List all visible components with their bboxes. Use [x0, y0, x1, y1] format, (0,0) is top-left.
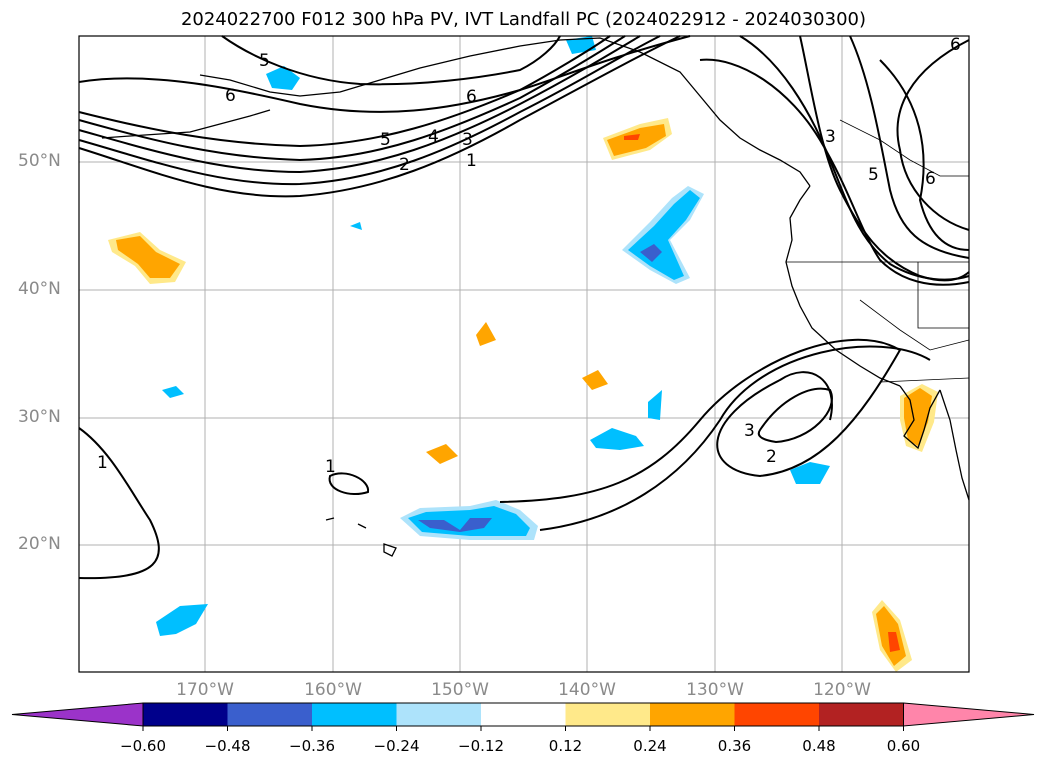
colorbar-extend-max: [903, 702, 1035, 727]
colorbar-cell: [312, 703, 397, 726]
negative-anomaly: [266, 66, 300, 90]
contour-label: 3: [462, 130, 473, 150]
pv-contour: [328, 472, 370, 495]
contour-label: 1: [97, 453, 108, 473]
borders: [786, 119, 970, 383]
colorbar-tick-label: −0.48: [204, 737, 251, 755]
lon-label: 140°W: [558, 680, 616, 700]
positive-anomaly: [888, 632, 900, 652]
pv-contour: [499, 338, 902, 503]
colorbar-cell: [565, 703, 650, 726]
map-frame: [78, 35, 970, 673]
pv-contour: [757, 387, 833, 444]
colorbar-tick-label: 0.60: [886, 737, 921, 755]
contour-label: 6: [950, 35, 961, 55]
pv-contour: [78, 35, 641, 174]
colorbar-tick-label: −0.24: [373, 737, 420, 755]
colorbar-tick-label: 0.12: [548, 737, 583, 755]
colorbar-tick-label: 0.48: [802, 737, 836, 755]
pv-contour: [849, 35, 970, 259]
negative-anomaly: [156, 604, 208, 636]
negative-anomaly: [590, 428, 644, 450]
lat-label: 30°N: [18, 407, 61, 427]
negative-anomaly: [648, 390, 662, 420]
contour-label: 6: [225, 86, 236, 106]
negative-anomaly: [640, 244, 662, 262]
positive-anomaly: [116, 236, 180, 278]
colorbar-tick-label: 0.24: [633, 737, 667, 755]
gridlines: [79, 36, 969, 672]
colorbar-cell: [143, 703, 228, 726]
contour-label-group: 5 6 6 5 4 3 2 1 3 5 6 3 2 1 1 6: [97, 35, 961, 477]
pv-contour: [78, 35, 661, 186]
colorbar-cell: [819, 703, 904, 726]
colorbar-cells: [11, 702, 1035, 727]
negative-anomaly: [418, 518, 492, 532]
lon-label: 150°W: [431, 680, 489, 700]
colorbar-cell: [734, 703, 819, 726]
contour-label: 3: [744, 421, 755, 441]
colorbar-cell: [227, 703, 312, 726]
contour-label: 1: [466, 151, 477, 171]
lon-label: 130°W: [686, 680, 744, 700]
pv-contour: [799, 35, 970, 282]
colorbar-tick-label: −0.60: [120, 737, 166, 755]
contour-label: 5: [259, 51, 270, 71]
alaska-coast: [199, 37, 811, 187]
pv-contour: [78, 427, 160, 580]
contour-label: 6: [925, 169, 936, 189]
lon-label: 170°W: [176, 680, 234, 700]
colorbar-cell: [396, 703, 481, 726]
contour-label: 6: [466, 87, 477, 107]
pv-contour: [78, 35, 611, 148]
lon-label: 160°W: [304, 680, 362, 700]
contour-label: 1: [325, 457, 336, 477]
positive-anomaly: [476, 322, 496, 346]
map-title: 2024022700 F012 300 hPa PV, IVT Landfall…: [180, 9, 867, 30]
colorbar-cell: [481, 703, 566, 726]
lat-label: 20°N: [18, 534, 61, 554]
positive-anomaly: [624, 134, 640, 140]
contour-label: 2: [399, 155, 410, 175]
coastlines: [101, 37, 970, 557]
contour-label: 4: [428, 127, 439, 147]
hawaii: [325, 517, 397, 557]
colorbar-tick-label: −0.12: [458, 737, 504, 755]
pv-contours: [78, 35, 970, 580]
pv-contour: [78, 35, 691, 113]
colorbar-tick-label: 0.36: [717, 737, 752, 755]
pv-contour: [896, 39, 970, 231]
positive-anomaly: [426, 444, 458, 464]
colorbar-tick-marks: [142, 726, 904, 731]
colorbar-extend-min: [11, 702, 144, 727]
positive-anomaly: [582, 370, 608, 390]
pv-contour: [539, 345, 931, 531]
contour-label: 3: [825, 127, 836, 147]
negative-anomaly: [628, 190, 700, 280]
colorbar-cell: [650, 703, 735, 726]
lon-label: 120°W: [813, 680, 871, 700]
pv-contour: [78, 35, 626, 162]
aleutians: [101, 109, 271, 139]
negative-anomaly: [162, 386, 184, 398]
contour-label: 2: [766, 447, 777, 467]
contour-label: 5: [868, 165, 879, 185]
mexico-coast: [939, 389, 970, 501]
colorbar-outline: [142, 702, 904, 727]
negative-anomaly: [790, 462, 830, 484]
bc-coast: [785, 185, 901, 387]
contour-label: 5: [380, 130, 391, 150]
pv-contour: [699, 58, 970, 286]
lat-label: 40°N: [18, 279, 61, 299]
ivt-anomaly-fills: [108, 36, 938, 672]
lat-label: 50°N: [18, 151, 61, 171]
pv-contour: [78, 35, 681, 198]
colorbar-tick-label: −0.36: [289, 737, 335, 755]
negative-anomaly: [350, 222, 362, 230]
pv-contour: [221, 35, 561, 86]
baja-coast: [899, 385, 941, 450]
